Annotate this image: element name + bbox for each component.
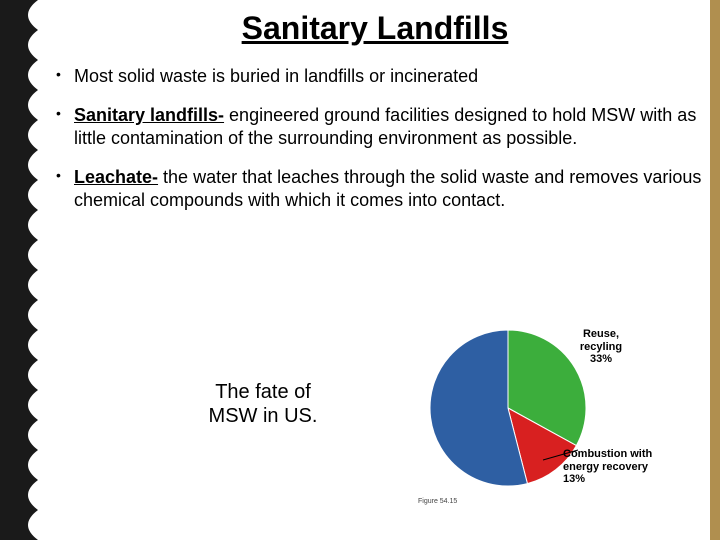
bullet-item: Most solid waste is buried in landfills … <box>56 65 702 88</box>
bullet-text: the water that leaches through the solid… <box>74 167 701 210</box>
figure-note: Figure 54.15 <box>418 498 457 506</box>
bullet-list: Most solid waste is buried in landfills … <box>48 65 702 212</box>
chart-area: The fate of MSW in US. Discarded 54% Reu… <box>48 320 702 530</box>
bullet-item: Leachate- the water that leaches through… <box>56 166 702 212</box>
slice-label-reuse: Reuse, recyling 33% <box>566 328 636 366</box>
left-scallop-decor <box>0 0 38 540</box>
bullet-item: Sanitary landfills- engineered ground fa… <box>56 104 702 150</box>
slide-title: Sanitary Landfills <box>48 10 702 47</box>
bullet-term: Sanitary landfills- <box>74 105 224 125</box>
bullet-text: Most solid waste is buried in landfills … <box>74 66 478 86</box>
bullet-term: Leachate- <box>74 167 158 187</box>
chart-caption: The fate of MSW in US. <box>188 380 338 428</box>
slide-content: Sanitary Landfills Most solid waste is b… <box>48 10 702 228</box>
slice-label-discarded: Discarded 54% <box>356 398 416 423</box>
slice-label-combustion: Combustion with energy recovery 13% <box>563 448 673 486</box>
pie-chart: Discarded 54% Reuse, recyling 33% Combus… <box>418 320 718 525</box>
